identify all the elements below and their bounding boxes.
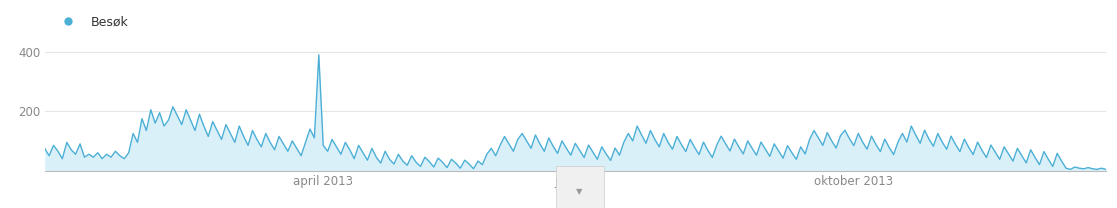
Text: ▼: ▼	[576, 187, 583, 196]
Legend: Besøk: Besøk	[51, 10, 134, 33]
